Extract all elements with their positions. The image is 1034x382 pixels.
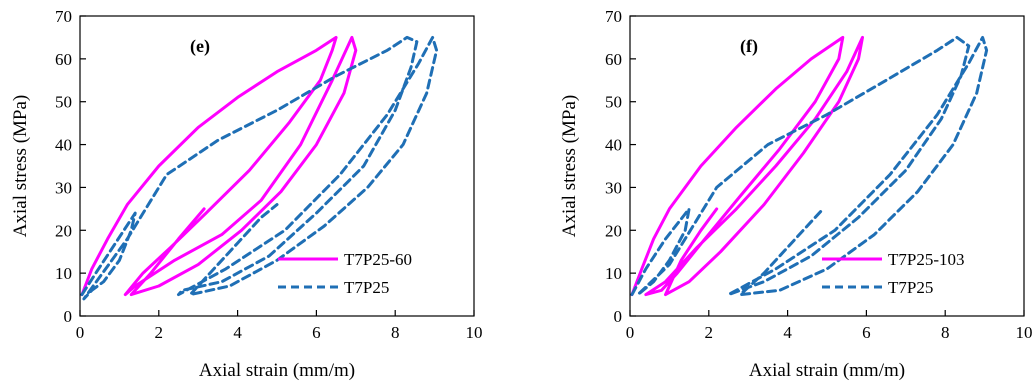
x-tick-label: 8 (941, 323, 950, 342)
x-axis-label: Axial strain (mm/m) (749, 360, 905, 381)
y-axis-label: Axial stress (MPa) (559, 95, 580, 237)
x-tick-label: 2 (705, 323, 714, 342)
x-tick-label: 10 (1016, 323, 1033, 342)
panel-e: 0 2 4 6 8 10 0 10 20 30 40 50 60 70 Axial strain (mm/m… (10, 7, 483, 381)
panel-f: 0 2 4 6 8 10 0 10 20 30 40 50 60 70 Axial strain (mm/m… (559, 7, 1033, 381)
series-group (80, 35, 439, 301)
legend: T7P25-103 T7P25 (822, 250, 965, 297)
y-tick-label: 30 (605, 178, 622, 197)
y-tick-label: 0 (64, 307, 73, 326)
y-axis-label: Axial stress (MPa) (10, 95, 31, 237)
y-tick-label: 10 (55, 264, 72, 283)
x-tick-label: 0 (76, 323, 85, 342)
y-tick-label: 70 (55, 7, 72, 26)
legend-label: T7P25 (888, 278, 933, 297)
y-tick-label: 0 (614, 307, 623, 326)
x-tick-label: 2 (155, 323, 164, 342)
y-tick-label: 10 (605, 264, 622, 283)
series-line-solid (630, 35, 864, 297)
series-line-dashed (630, 35, 989, 297)
y-tick-label: 30 (55, 178, 72, 197)
legend-label: T7P25-103 (888, 250, 965, 269)
x-tick-label: 0 (626, 323, 635, 342)
legend-label: T7P25 (344, 278, 389, 297)
legend-label: T7P25-60 (344, 250, 412, 269)
x-tick-label: 6 (312, 323, 321, 342)
x-tick-label: 4 (783, 323, 792, 342)
y-tick-label: 50 (605, 93, 622, 112)
series-line-solid (80, 35, 358, 297)
series-line-dashed (80, 35, 439, 301)
y-tick-label: 40 (605, 136, 622, 155)
panel-label: (e) (190, 36, 210, 57)
panel-label: (f) (740, 36, 758, 57)
x-axis-label: Axial strain (mm/m) (199, 360, 355, 381)
y-tick-label: 70 (605, 7, 622, 26)
y-tick-label: 20 (55, 221, 72, 240)
series-group (630, 35, 989, 297)
x-tick-label: 8 (391, 323, 400, 342)
plot-frame (629, 15, 1025, 317)
plot-frame (79, 15, 475, 317)
x-tick-label: 6 (862, 323, 871, 342)
y-tick-label: 60 (55, 50, 72, 69)
legend: T7P25-60 T7P25 (278, 250, 412, 297)
y-tick-label: 60 (605, 50, 622, 69)
y-tick-label: 50 (55, 93, 72, 112)
x-tick-label: 4 (233, 323, 242, 342)
x-tick-label: 10 (466, 323, 483, 342)
y-tick-label: 20 (605, 221, 622, 240)
y-tick-label: 40 (55, 136, 72, 155)
